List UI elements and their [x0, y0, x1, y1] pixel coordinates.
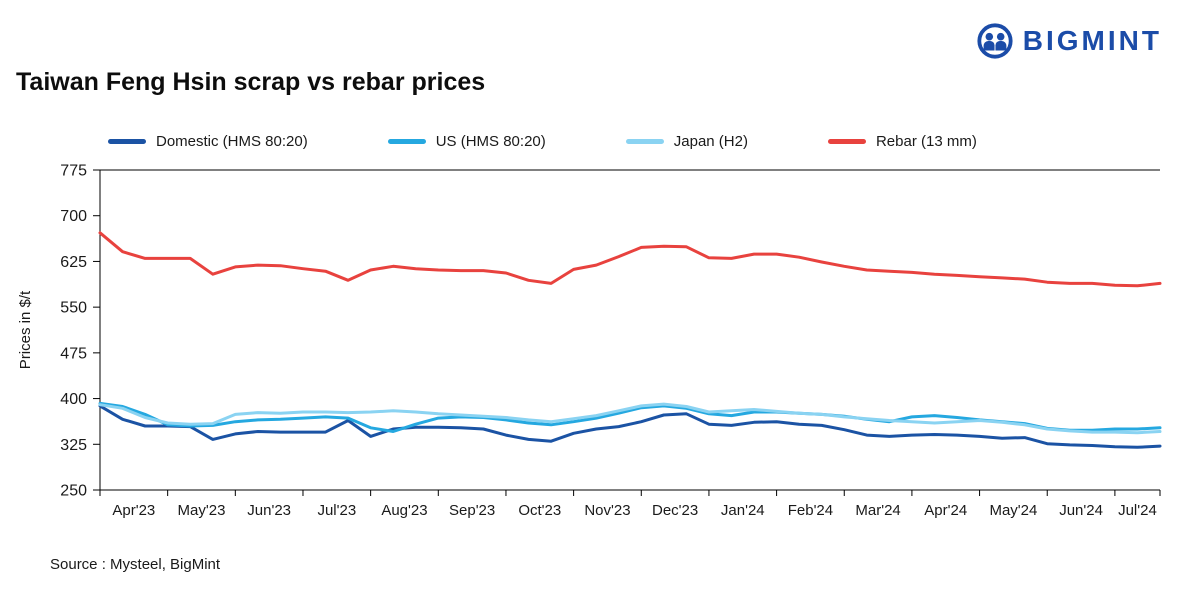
x-tick-label: Feb'24 [788, 502, 833, 519]
legend-item-rebar-13-mm: Rebar (13 mm) [827, 133, 977, 150]
chart-legend: Domestic (HMS 80:20) US (HMS 80:20) Japan … [108, 133, 977, 150]
legend-label: Japan (H2) [673, 133, 748, 150]
x-tick-label: May'23 [178, 502, 226, 519]
x-tick-label: May'24 [989, 502, 1037, 519]
legend-label: US (HMS 80:20) [435, 133, 546, 150]
legend-swatch-japan-h2 [625, 139, 664, 144]
series-line-japan-h2 [98, 402, 1162, 435]
legend-swatch-rebar-13-mm [827, 139, 866, 144]
legend-item-japan-h2: Japan (H2) [625, 133, 748, 150]
series-line-rebar-13-mm [98, 231, 1162, 288]
x-tick-label: Jul'24 [1118, 502, 1157, 519]
legend-label: Rebar (13 mm) [875, 133, 977, 150]
y-tick-label: 775 [60, 163, 87, 180]
legend-item-us-hms-80-20: US (HMS 80:20) [387, 133, 546, 150]
x-tick-label: Jan'24 [721, 502, 765, 519]
x-tick-label: Apr'24 [924, 502, 967, 519]
y-tick-label: 625 [60, 254, 87, 271]
bigmint-logo-icon [976, 22, 1014, 60]
y-tick-label: 250 [60, 483, 87, 500]
page-title: Taiwan Feng Hsin scrap vs rebar prices [16, 68, 486, 96]
x-tick-label: Jun'23 [247, 502, 291, 519]
x-tick-label: Nov'23 [584, 502, 630, 519]
legend-item-domestic-hms-80-20: Domestic (HMS 80:20) [108, 133, 308, 150]
y-tick-label: 400 [60, 391, 87, 408]
y-tick-label: 325 [60, 437, 87, 454]
legend-label: Domestic (HMS 80:20) [156, 133, 308, 150]
source-note: Source : Mysteel, BigMint [50, 556, 221, 573]
legend-swatch-domestic-hms-80-20 [108, 139, 146, 144]
x-tick-label: Dec'23 [652, 502, 698, 519]
x-tick-label: Mar'24 [855, 502, 900, 519]
price-chart: Prices in $/t 250 325 400 475 550 625 700 775 Ap… [17, 163, 1162, 519]
bigmint-logo: BIGMINT [976, 22, 1162, 60]
y-tick-label: 700 [60, 208, 87, 225]
y-axis-title: Prices in $/t [17, 290, 34, 369]
x-tick-label: Jul'23 [317, 502, 356, 519]
x-tick-label: Sep'23 [449, 502, 495, 519]
y-tick-label: 550 [60, 300, 87, 317]
bigmint-logo-text: BIGMINT [1022, 25, 1162, 56]
x-tick-label: Aug'23 [381, 502, 427, 519]
x-tick-label: Apr'23 [112, 502, 155, 519]
x-tick-label: Jun'24 [1059, 502, 1103, 519]
series-line-domestic-hms-80-20 [98, 404, 1162, 449]
legend-swatch-us-hms-80-20 [387, 139, 426, 144]
y-tick-label: 475 [60, 345, 87, 362]
x-tick-label: Oct'23 [518, 502, 561, 519]
